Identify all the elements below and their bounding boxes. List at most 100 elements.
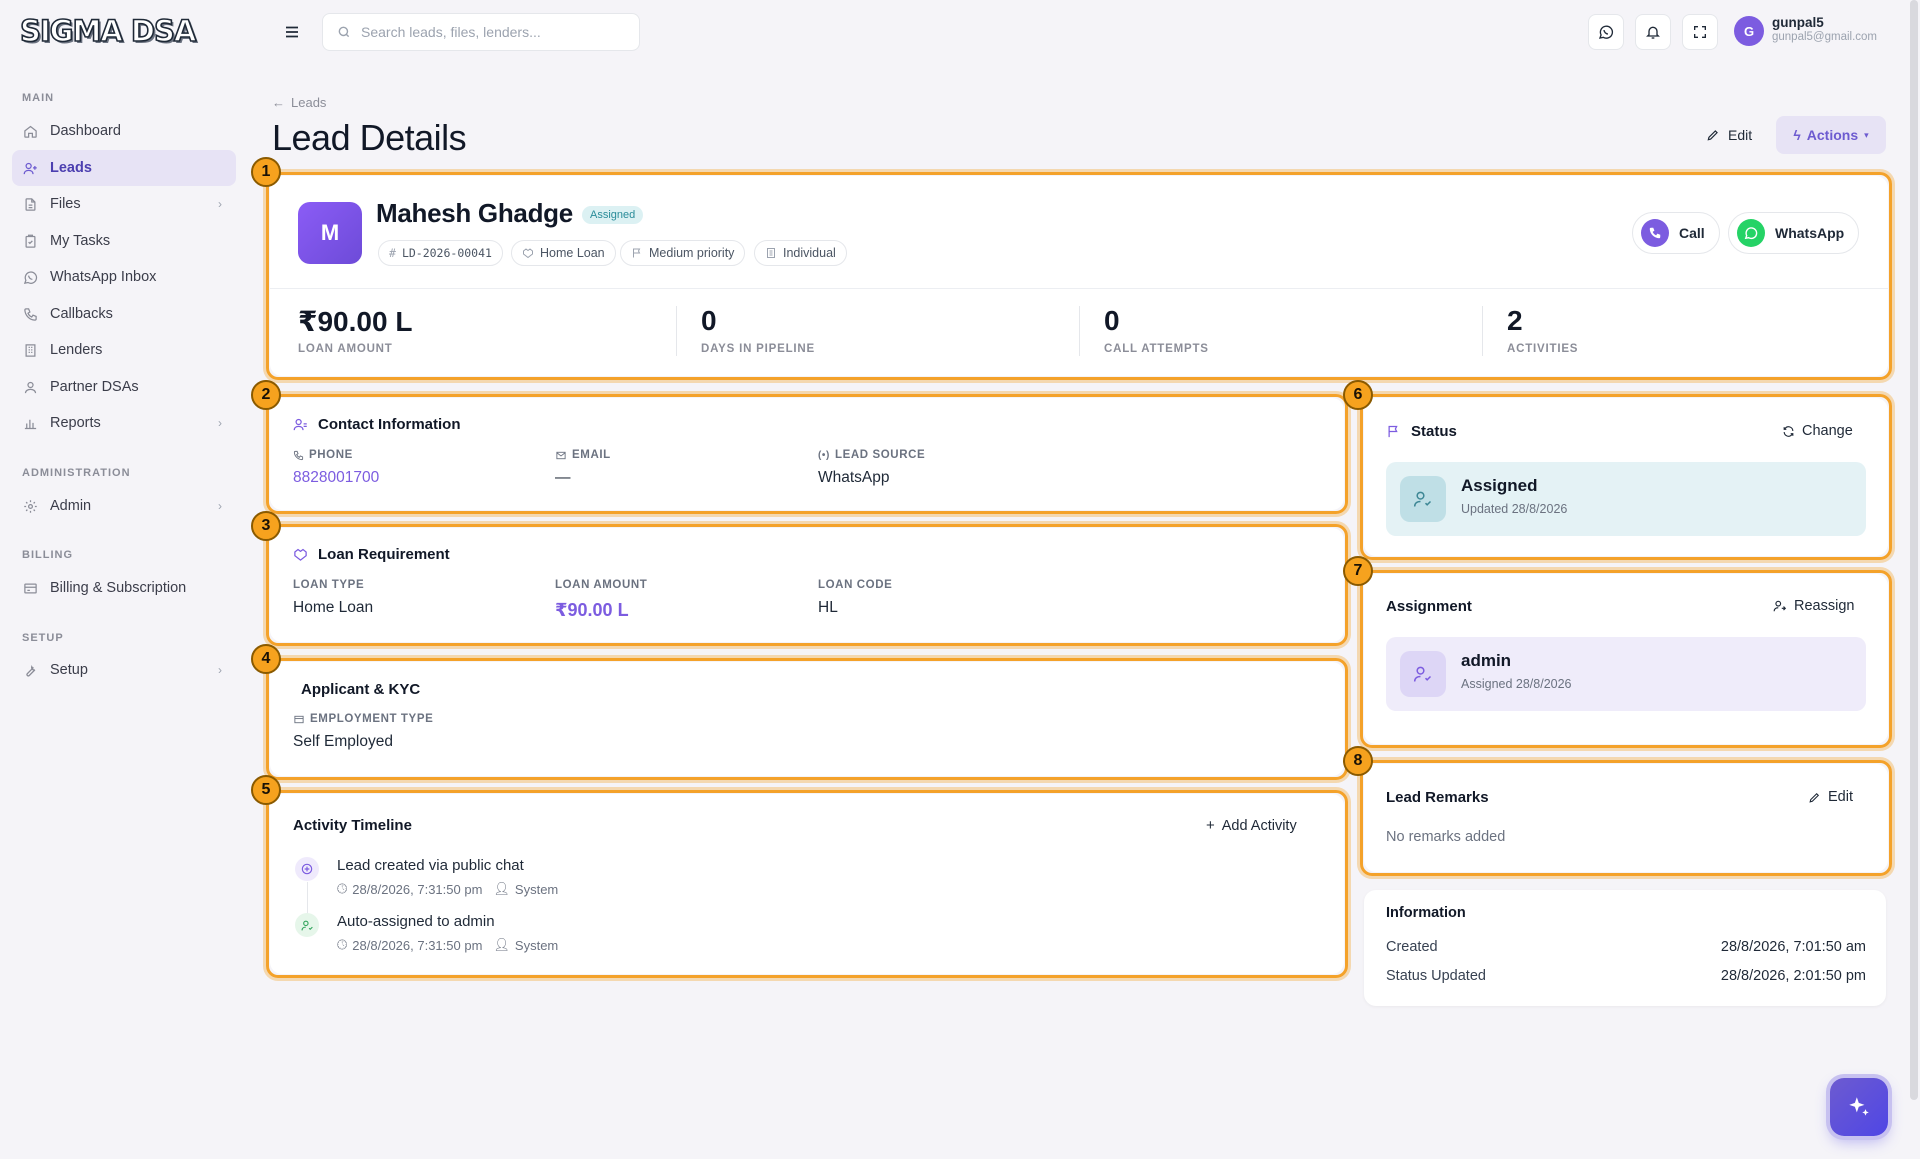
sidebar-item-my-tasks[interactable]: My Tasks [12, 223, 236, 259]
file-icon [23, 197, 38, 212]
sidebar-item-whatsapp-inbox[interactable]: WhatsApp Inbox [12, 259, 236, 295]
bolt-icon: ϟ [1793, 127, 1801, 143]
breadcrumb[interactable]: ← Leads [272, 95, 326, 110]
handshake-icon [523, 248, 533, 259]
nav-section-main: MAIN [22, 92, 55, 104]
info-status-updated-value: 28/8/2026, 2:01:50 pm [1720, 968, 1866, 984]
phone-label: PHONE [293, 449, 353, 461]
sidebar-item-leads[interactable]: Leads [12, 150, 236, 186]
clipboard-icon [23, 234, 38, 249]
timeline-event-time: 28/8/2026, 7:31:50 pm [352, 937, 483, 953]
sidebar-item-files[interactable]: Files › [12, 186, 236, 222]
stat-loan-amount: ₹90.00 L [298, 306, 413, 337]
change-status-button[interactable]: Change [1782, 423, 1853, 439]
kyc-card-title: Applicant & KYC [301, 681, 421, 698]
stat-label: CALL ATTEMPTS [1104, 343, 1209, 355]
users-icon [293, 418, 307, 431]
phone-link[interactable]: 8828001700 [293, 469, 380, 486]
timeline-event-title: Lead created via public chat [337, 857, 524, 874]
annotation-badge: 5 [251, 775, 281, 805]
whatsapp-label: WhatsApp [1775, 225, 1845, 241]
sidebar-item-dashboard[interactable]: Dashboard [12, 113, 236, 149]
chevron-right-icon: › [218, 197, 222, 211]
sidebar-item-callbacks[interactable]: Callbacks [12, 296, 236, 332]
phone-icon [1641, 219, 1669, 247]
clock-icon: 🕓︎ [337, 881, 348, 896]
reassign-button[interactable]: Reassign [1773, 598, 1854, 614]
brand-logo[interactable]: SIGMA DSA [19, 13, 197, 49]
sidebar-item-partner-dsas[interactable]: Partner DSAs [12, 369, 236, 405]
fullscreen-button[interactable] [1682, 14, 1718, 50]
sidebar-item-label: Dashboard [50, 123, 121, 139]
page-title: Lead Details [272, 117, 467, 158]
label-text: EMAIL [572, 449, 611, 461]
actions-label: Actions [1806, 127, 1859, 143]
sidebar-item-reports[interactable]: Reports › [12, 405, 236, 441]
user-avatar[interactable]: G [1734, 16, 1764, 46]
sidebar-item-label: Setup [50, 662, 88, 678]
contact-card [270, 398, 1344, 510]
employment-type-value: Self Employed [293, 733, 393, 750]
timeline-event-actor: System [514, 937, 559, 953]
ai-assistant-button[interactable] [1830, 1078, 1888, 1136]
annotation-badge: 4 [251, 644, 281, 674]
sidebar-item-label: Billing & Subscription [50, 580, 187, 596]
whatsapp-button[interactable] [1588, 14, 1624, 50]
loan-type: Home Loan [540, 246, 605, 260]
edit-lead-button[interactable]: Edit [1692, 116, 1766, 154]
stat-label: DAYS IN PIPELINE [701, 343, 815, 355]
chevron-right-icon: › [218, 499, 222, 513]
user-icon: 👤︎ [493, 937, 510, 952]
email-label: EMAIL [555, 449, 611, 461]
whatsapp-chat-button[interactable]: WhatsApp [1728, 212, 1860, 254]
whatsapp-icon [1598, 25, 1614, 39]
lead-source-label: (•) LEAD SOURCE [818, 449, 925, 461]
refresh-icon [1783, 425, 1794, 437]
card-icon [294, 715, 304, 723]
edit-remarks-button[interactable]: Edit [1808, 789, 1853, 805]
activity-timeline-card [270, 794, 1344, 974]
sidebar-item-setup[interactable]: Setup › [12, 652, 236, 688]
plus-icon: + [1206, 817, 1215, 834]
handshake-icon [294, 548, 307, 561]
sidebar-item-lenders[interactable]: Lenders [12, 332, 236, 368]
lead-remarks-card [1364, 764, 1888, 872]
notifications-button[interactable] [1635, 14, 1671, 50]
sidebar-item-admin[interactable]: Admin › [12, 488, 236, 524]
stat-label: LOAN AMOUNT [298, 343, 393, 355]
lead-code: LD-2026-00041 [401, 246, 492, 260]
bell-icon [1646, 26, 1660, 39]
stat-label: ACTIVITIES [1507, 343, 1579, 355]
user-email: gunpal5@gmail.com [1772, 31, 1878, 43]
menu-toggle-button[interactable] [276, 16, 308, 48]
whatsapp-icon [23, 270, 38, 285]
breadcrumb-leads[interactable]: Leads [291, 95, 327, 110]
search-bar[interactable] [322, 13, 640, 51]
search-icon [338, 26, 350, 38]
stat-days-in-pipeline: 0 [701, 305, 717, 336]
add-activity-button[interactable]: + Add Activity [1206, 817, 1297, 834]
reassign-label: Reassign [1794, 598, 1855, 614]
sparkle-icon [1849, 1097, 1869, 1116]
label-text: LEAD SOURCE [834, 449, 926, 461]
remarks-empty: No remarks added [1386, 829, 1506, 845]
hash-icon: # [389, 246, 396, 260]
annotation-badge: 7 [1343, 556, 1373, 586]
chevron-right-icon: › [218, 663, 222, 677]
sidebar-item-billing[interactable]: Billing & Subscription [12, 570, 236, 606]
divider [676, 306, 677, 356]
loan-amount-value: ₹90.00 L [555, 600, 629, 620]
actions-button[interactable]: ϟ Actions ▾ [1776, 116, 1886, 154]
assignee-box: admin Assigned 28/8/2026 [1386, 637, 1866, 711]
search-input[interactable] [361, 24, 621, 40]
assignment-card-title: Assignment [1386, 598, 1472, 615]
remarks-title: Lead Remarks [1386, 789, 1489, 806]
broadcast-icon: (•) [818, 449, 830, 461]
call-button[interactable]: Call [1632, 212, 1720, 254]
scrollbar[interactable] [1910, 0, 1918, 1100]
current-status: Assigned [1461, 476, 1538, 495]
status-badge: Assigned [582, 206, 644, 224]
lead-source-value: WhatsApp [818, 469, 890, 486]
home-icon [23, 124, 38, 139]
user-name[interactable]: gunpal5 [1772, 15, 1824, 30]
